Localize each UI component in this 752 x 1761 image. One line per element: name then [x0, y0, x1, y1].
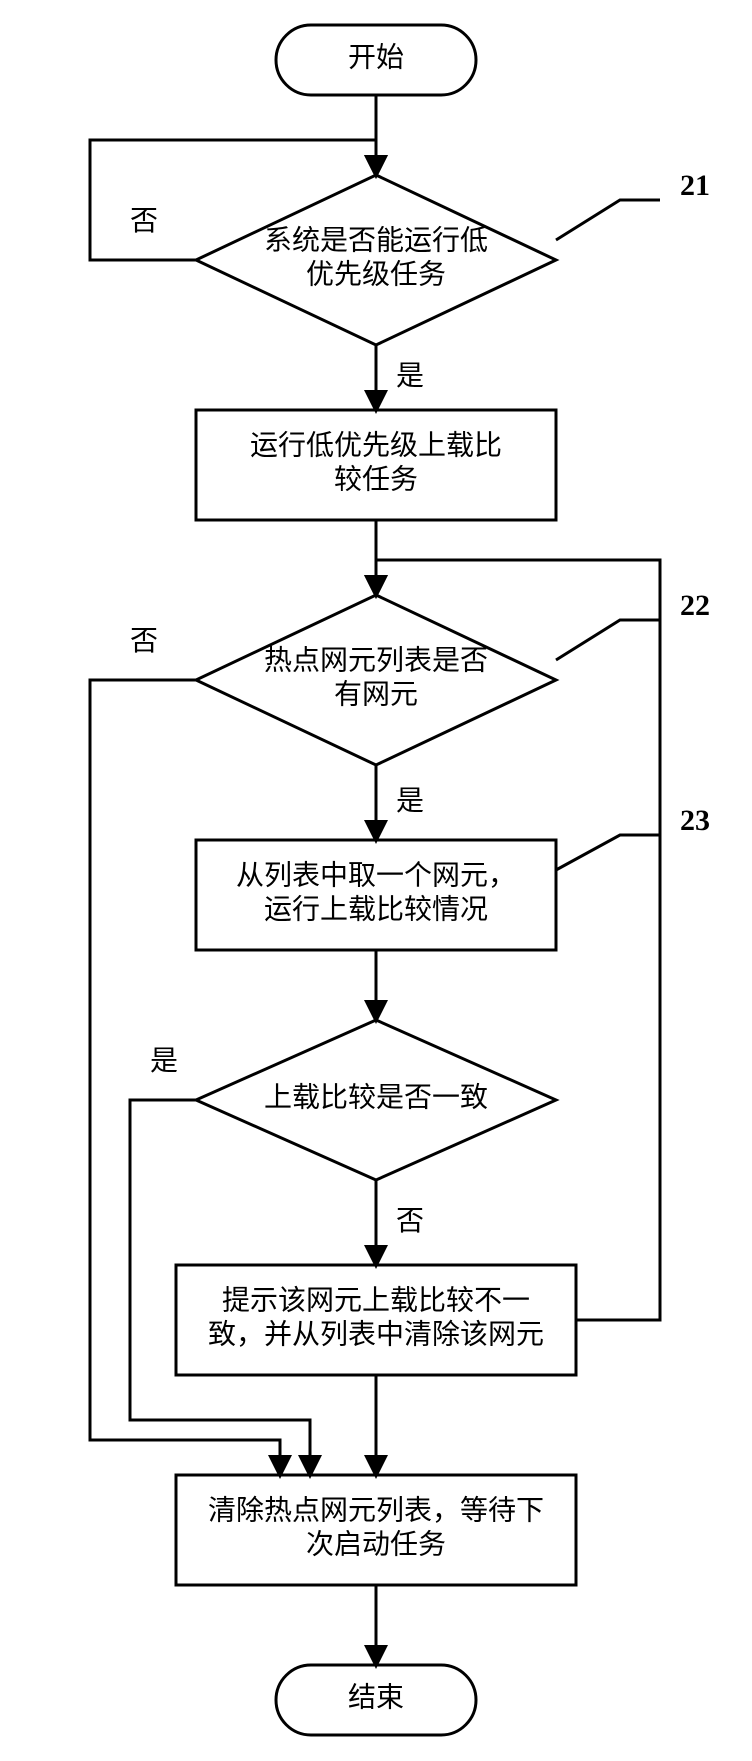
callout-21-text: 21 — [680, 169, 710, 202]
node-p1-line1: 较任务 — [334, 463, 418, 495]
node-d1: 系统是否能运行低优先级任务 — [196, 175, 556, 345]
node-p2-line0: 从列表中取一个网元， — [236, 859, 516, 891]
node-p2-line1: 运行上载比较情况 — [264, 893, 488, 925]
node-p4-line0: 清除热点网元列表，等待下 — [208, 1494, 544, 1526]
node-end: 结束 — [276, 1665, 476, 1735]
node-p1-line0: 运行低优先级上载比 — [250, 429, 502, 461]
node-p3-line1: 致，并从列表中清除该网元 — [208, 1318, 544, 1350]
node-d1-line0: 系统是否能运行低 — [264, 224, 488, 256]
node-d1-line1: 优先级任务 — [306, 258, 446, 290]
node-p3-line0: 提示该网元上载比较不一 — [222, 1284, 530, 1316]
edge-5-label: 否 — [396, 1206, 424, 1237]
callout-22-text: 22 — [680, 589, 710, 622]
callout-23: 23 — [556, 804, 710, 870]
node-d2: 热点网元列表是否有网元 — [196, 595, 556, 765]
node-start-line0: 开始 — [348, 41, 404, 73]
edge-5: 否 — [376, 1180, 424, 1265]
callout-22: 22 — [556, 589, 710, 660]
node-d2-line1: 有网元 — [334, 678, 418, 710]
node-start: 开始 — [276, 25, 476, 95]
edge-9-label: 是 — [150, 1046, 178, 1077]
node-d2-line0: 热点网元列表是否 — [264, 644, 488, 676]
edge-3-label: 是 — [396, 786, 424, 817]
edge-3: 是 — [376, 765, 424, 840]
node-p4-line1: 次启动任务 — [306, 1528, 446, 1560]
callout-21: 21 — [556, 169, 710, 240]
edge-1: 是 — [376, 345, 424, 410]
node-p2: 从列表中取一个网元，运行上载比较情况 — [196, 840, 556, 950]
edge-7-label: 否 — [130, 206, 158, 237]
node-end-line0: 结束 — [348, 1681, 404, 1713]
callout-23-text: 23 — [680, 804, 710, 837]
node-p1: 运行低优先级上载比较任务 — [196, 410, 556, 520]
node-p3: 提示该网元上载比较不一致，并从列表中清除该网元 — [176, 1265, 576, 1375]
edge-8-label: 否 — [130, 626, 158, 657]
edge-1-label: 是 — [396, 361, 424, 392]
node-p4: 清除热点网元列表，等待下次启动任务 — [176, 1475, 576, 1585]
node-d3-line0: 上载比较是否一致 — [264, 1081, 488, 1113]
node-d3: 上载比较是否一致 — [196, 1020, 556, 1180]
